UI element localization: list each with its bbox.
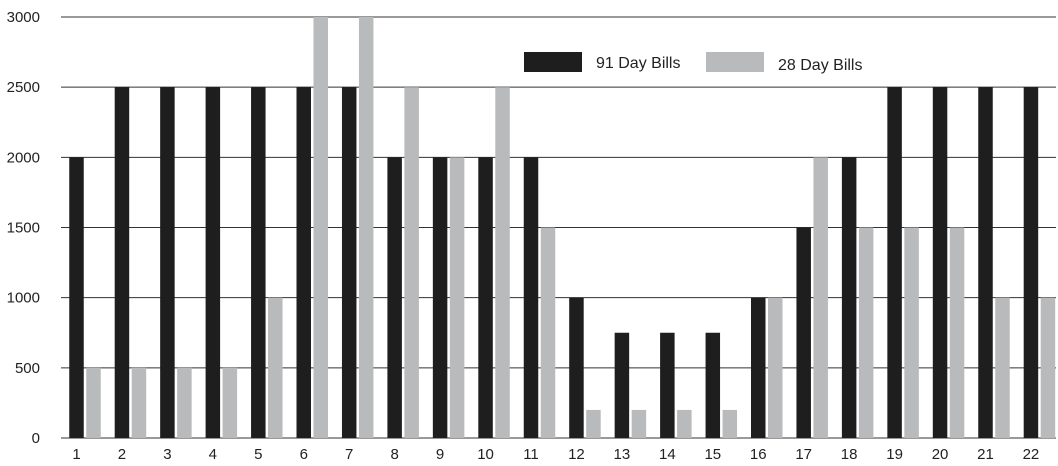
y-tick-label: 500 (15, 360, 40, 377)
bar-28-day-bills (131, 367, 147, 438)
bar-91-day-bills (523, 157, 539, 439)
x-tick-label: 14 (659, 446, 676, 463)
bar-28-day-bills (268, 297, 283, 438)
x-tick-label: 5 (254, 446, 262, 463)
bar-28-day-bills (813, 157, 828, 439)
bar-28-day-bills (949, 227, 965, 438)
y-tick-label: 2500 (7, 79, 40, 96)
legend-swatch-91-day-bills (524, 52, 582, 72)
x-tick-label: 15 (704, 446, 721, 463)
x-tick-label: 19 (886, 446, 903, 463)
bar-91-day-bills (1023, 87, 1039, 439)
y-tick-label: 0 (32, 430, 40, 447)
bar-28-day-bills (904, 227, 919, 438)
x-tick-label: 9 (436, 446, 444, 463)
bar-91-day-bills (569, 297, 584, 438)
bar-91-day-bills (341, 87, 357, 439)
x-tick-label: 7 (345, 446, 353, 463)
x-tick-label: 17 (795, 446, 812, 463)
bar-91-day-bills (160, 87, 175, 439)
x-tick-label: 18 (841, 446, 858, 463)
x-tick-label: 20 (932, 446, 949, 463)
legend: 91 Day Bills 28 Day Bills (524, 52, 862, 74)
bar-91-day-bills (705, 332, 721, 438)
x-tick-label: 4 (209, 446, 217, 463)
x-tick-label: 6 (300, 446, 308, 463)
x-tick-label: 12 (568, 446, 585, 463)
bar-28-day-bills (677, 409, 692, 438)
x-tick-label: 3 (163, 446, 171, 463)
bar-91-day-bills (887, 87, 902, 439)
bar-91-day-bills (296, 87, 311, 439)
bar-28-day-bills (358, 17, 374, 438)
bar-91-day-bills (205, 87, 221, 439)
bar-28-day-bills (768, 297, 783, 438)
x-tick-label: 13 (614, 446, 631, 463)
y-axis-ticks: 0 500 1000 1500 2000 2500 3000 (7, 9, 40, 447)
bar-91-day-bills (387, 157, 402, 439)
x-tick-label: 22 (1023, 446, 1040, 463)
x-tick-label: 8 (390, 446, 398, 463)
x-tick-label: 21 (977, 446, 994, 463)
y-tick-label: 1500 (7, 220, 40, 237)
legend-label-91-day-bills: 91 Day Bills (596, 55, 680, 72)
x-tick-label: 1 (72, 446, 80, 463)
bar-28-day-bills (86, 367, 101, 438)
x-tick-label: 2 (118, 446, 126, 463)
bar-91-day-bills (660, 332, 675, 438)
bar-28-day-bills (449, 157, 465, 439)
legend-swatch-28-day-bills (706, 52, 764, 72)
bar-28-day-bills (1040, 297, 1056, 438)
y-tick-label: 3000 (7, 9, 40, 26)
bar-91-day-bills (478, 157, 493, 439)
x-axis-ticks: 1 2 3 4 5 6 7 8 9 10 11 12 13 14 15 16 17 18 19 20 21 22 (72, 446, 1039, 463)
x-tick-label: 16 (750, 446, 767, 463)
bar-28-day-bills (222, 367, 238, 438)
bar-28-day-bills (313, 17, 328, 438)
bar-91-day-bills (796, 227, 811, 438)
bar-91-day-bills (751, 297, 766, 438)
bar-91-day-bills (114, 87, 130, 439)
bar-91-day-bills (614, 332, 630, 438)
bar-91-day-bills (841, 157, 857, 439)
legend-label-28-day-bills: 28 Day Bills (778, 57, 862, 74)
x-tick-label: 11 (523, 446, 539, 463)
bar-28-day-bills (995, 297, 1010, 438)
x-tick-label: 10 (477, 446, 494, 463)
bar-28-day-bills (631, 409, 647, 438)
bar-28-day-bills (177, 367, 192, 438)
bar-28-day-bills (858, 227, 874, 438)
y-tick-label: 1000 (7, 290, 40, 307)
bar-28-day-bills (404, 87, 419, 439)
bar-28-day-bills (722, 409, 738, 438)
bar-91-day-bills (978, 87, 993, 439)
bar-91-day-bills (432, 157, 448, 439)
bar-91-day-bills (251, 87, 266, 439)
bar-91-day-bills (932, 87, 948, 439)
bar-28-day-bills (586, 409, 601, 438)
bar-28-day-bills (540, 227, 556, 438)
y-tick-label: 2000 (7, 149, 40, 166)
bar-28-day-bills (495, 87, 510, 439)
bar-91-day-bills (69, 157, 84, 439)
bars (69, 17, 1056, 439)
